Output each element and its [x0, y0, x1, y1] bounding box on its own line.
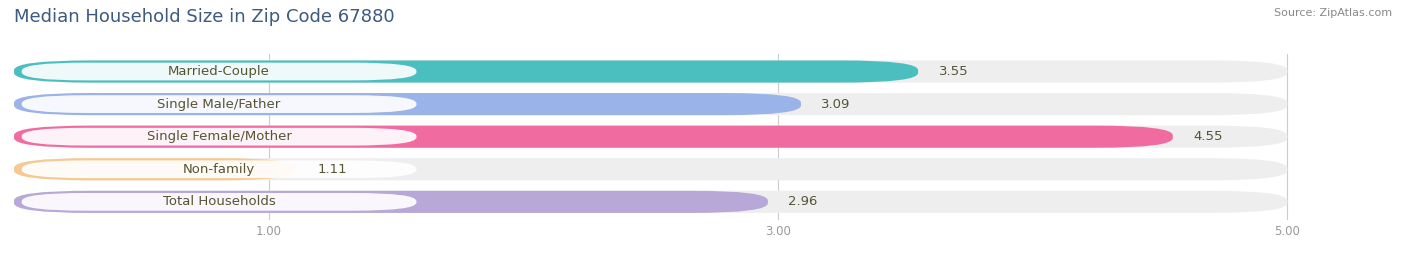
FancyBboxPatch shape [14, 158, 1288, 180]
FancyBboxPatch shape [21, 95, 416, 113]
FancyBboxPatch shape [14, 126, 1173, 148]
Text: 3.55: 3.55 [939, 65, 969, 78]
Text: Total Households: Total Households [163, 195, 276, 208]
Text: 1.11: 1.11 [318, 163, 347, 176]
FancyBboxPatch shape [14, 191, 768, 213]
Text: Median Household Size in Zip Code 67880: Median Household Size in Zip Code 67880 [14, 8, 395, 26]
Text: Married-Couple: Married-Couple [169, 65, 270, 78]
FancyBboxPatch shape [21, 63, 416, 80]
FancyBboxPatch shape [14, 93, 801, 115]
Text: 4.55: 4.55 [1194, 130, 1223, 143]
Text: Single Female/Mother: Single Female/Mother [146, 130, 291, 143]
FancyBboxPatch shape [21, 161, 416, 178]
Text: Non-family: Non-family [183, 163, 256, 176]
FancyBboxPatch shape [21, 128, 416, 146]
Text: 2.96: 2.96 [789, 195, 818, 208]
FancyBboxPatch shape [14, 191, 1288, 213]
FancyBboxPatch shape [21, 193, 416, 211]
FancyBboxPatch shape [14, 158, 297, 180]
Text: 3.09: 3.09 [821, 98, 851, 111]
FancyBboxPatch shape [14, 61, 1288, 83]
FancyBboxPatch shape [14, 61, 918, 83]
Text: Source: ZipAtlas.com: Source: ZipAtlas.com [1274, 8, 1392, 18]
FancyBboxPatch shape [14, 93, 1288, 115]
FancyBboxPatch shape [14, 126, 1288, 148]
Text: Single Male/Father: Single Male/Father [157, 98, 281, 111]
